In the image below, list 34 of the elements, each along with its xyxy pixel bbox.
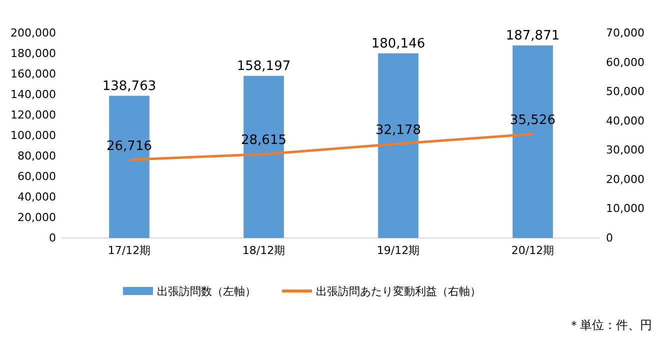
y2-tick-label: 50,000 <box>606 85 644 98</box>
x-tick-label: 19/12期 <box>376 244 420 257</box>
y-tick-label: 180,000 <box>10 47 56 60</box>
y-tick-label: 200,000 <box>10 26 56 40</box>
y-tick-label: 40,000 <box>18 190 56 204</box>
y2-tick-label: 30,000 <box>606 144 644 157</box>
y-tick-label: 20,000 <box>18 211 56 224</box>
legend-label: 出張訪問数（左軸） <box>157 285 256 298</box>
data-label: 158,197 <box>236 58 291 74</box>
y2-tick-label: 0 <box>606 232 613 245</box>
data-label: 187,871 <box>506 28 560 44</box>
y-tick-label: 60,000 <box>18 170 56 184</box>
bar <box>109 96 150 238</box>
y-tick-label: 140,000 <box>10 88 56 102</box>
text: ＊単位：件、円 <box>568 318 652 332</box>
y2-tick-label: 60,000 <box>606 56 644 69</box>
x-tick-label: 20/12期 <box>511 244 554 257</box>
bar <box>512 45 553 238</box>
data-label: 180,146 <box>371 36 426 52</box>
y2-tick-label: 20,000 <box>606 172 644 186</box>
data-label: 138,763 <box>102 78 156 94</box>
y-tick-label: 0 <box>49 232 56 245</box>
legend-label: 出張訪問あたり変動利益（右軸） <box>316 285 481 298</box>
y2-tick-label: 10,000 <box>606 202 644 216</box>
y2-tick-label: 40,000 <box>606 114 644 128</box>
x-tick-label: 18/12期 <box>242 244 286 257</box>
y-tick-label: 80,000 <box>18 150 56 163</box>
y-tick-label: 100,000 <box>10 129 56 142</box>
bar <box>244 76 284 238</box>
y-tick-label: 160,000 <box>10 68 56 81</box>
y2-tick-label: 70,000 <box>606 26 644 40</box>
y-tick-label: 120,000 <box>10 108 56 122</box>
x-tick-label: 17/12期 <box>108 244 151 257</box>
bar <box>378 53 418 238</box>
